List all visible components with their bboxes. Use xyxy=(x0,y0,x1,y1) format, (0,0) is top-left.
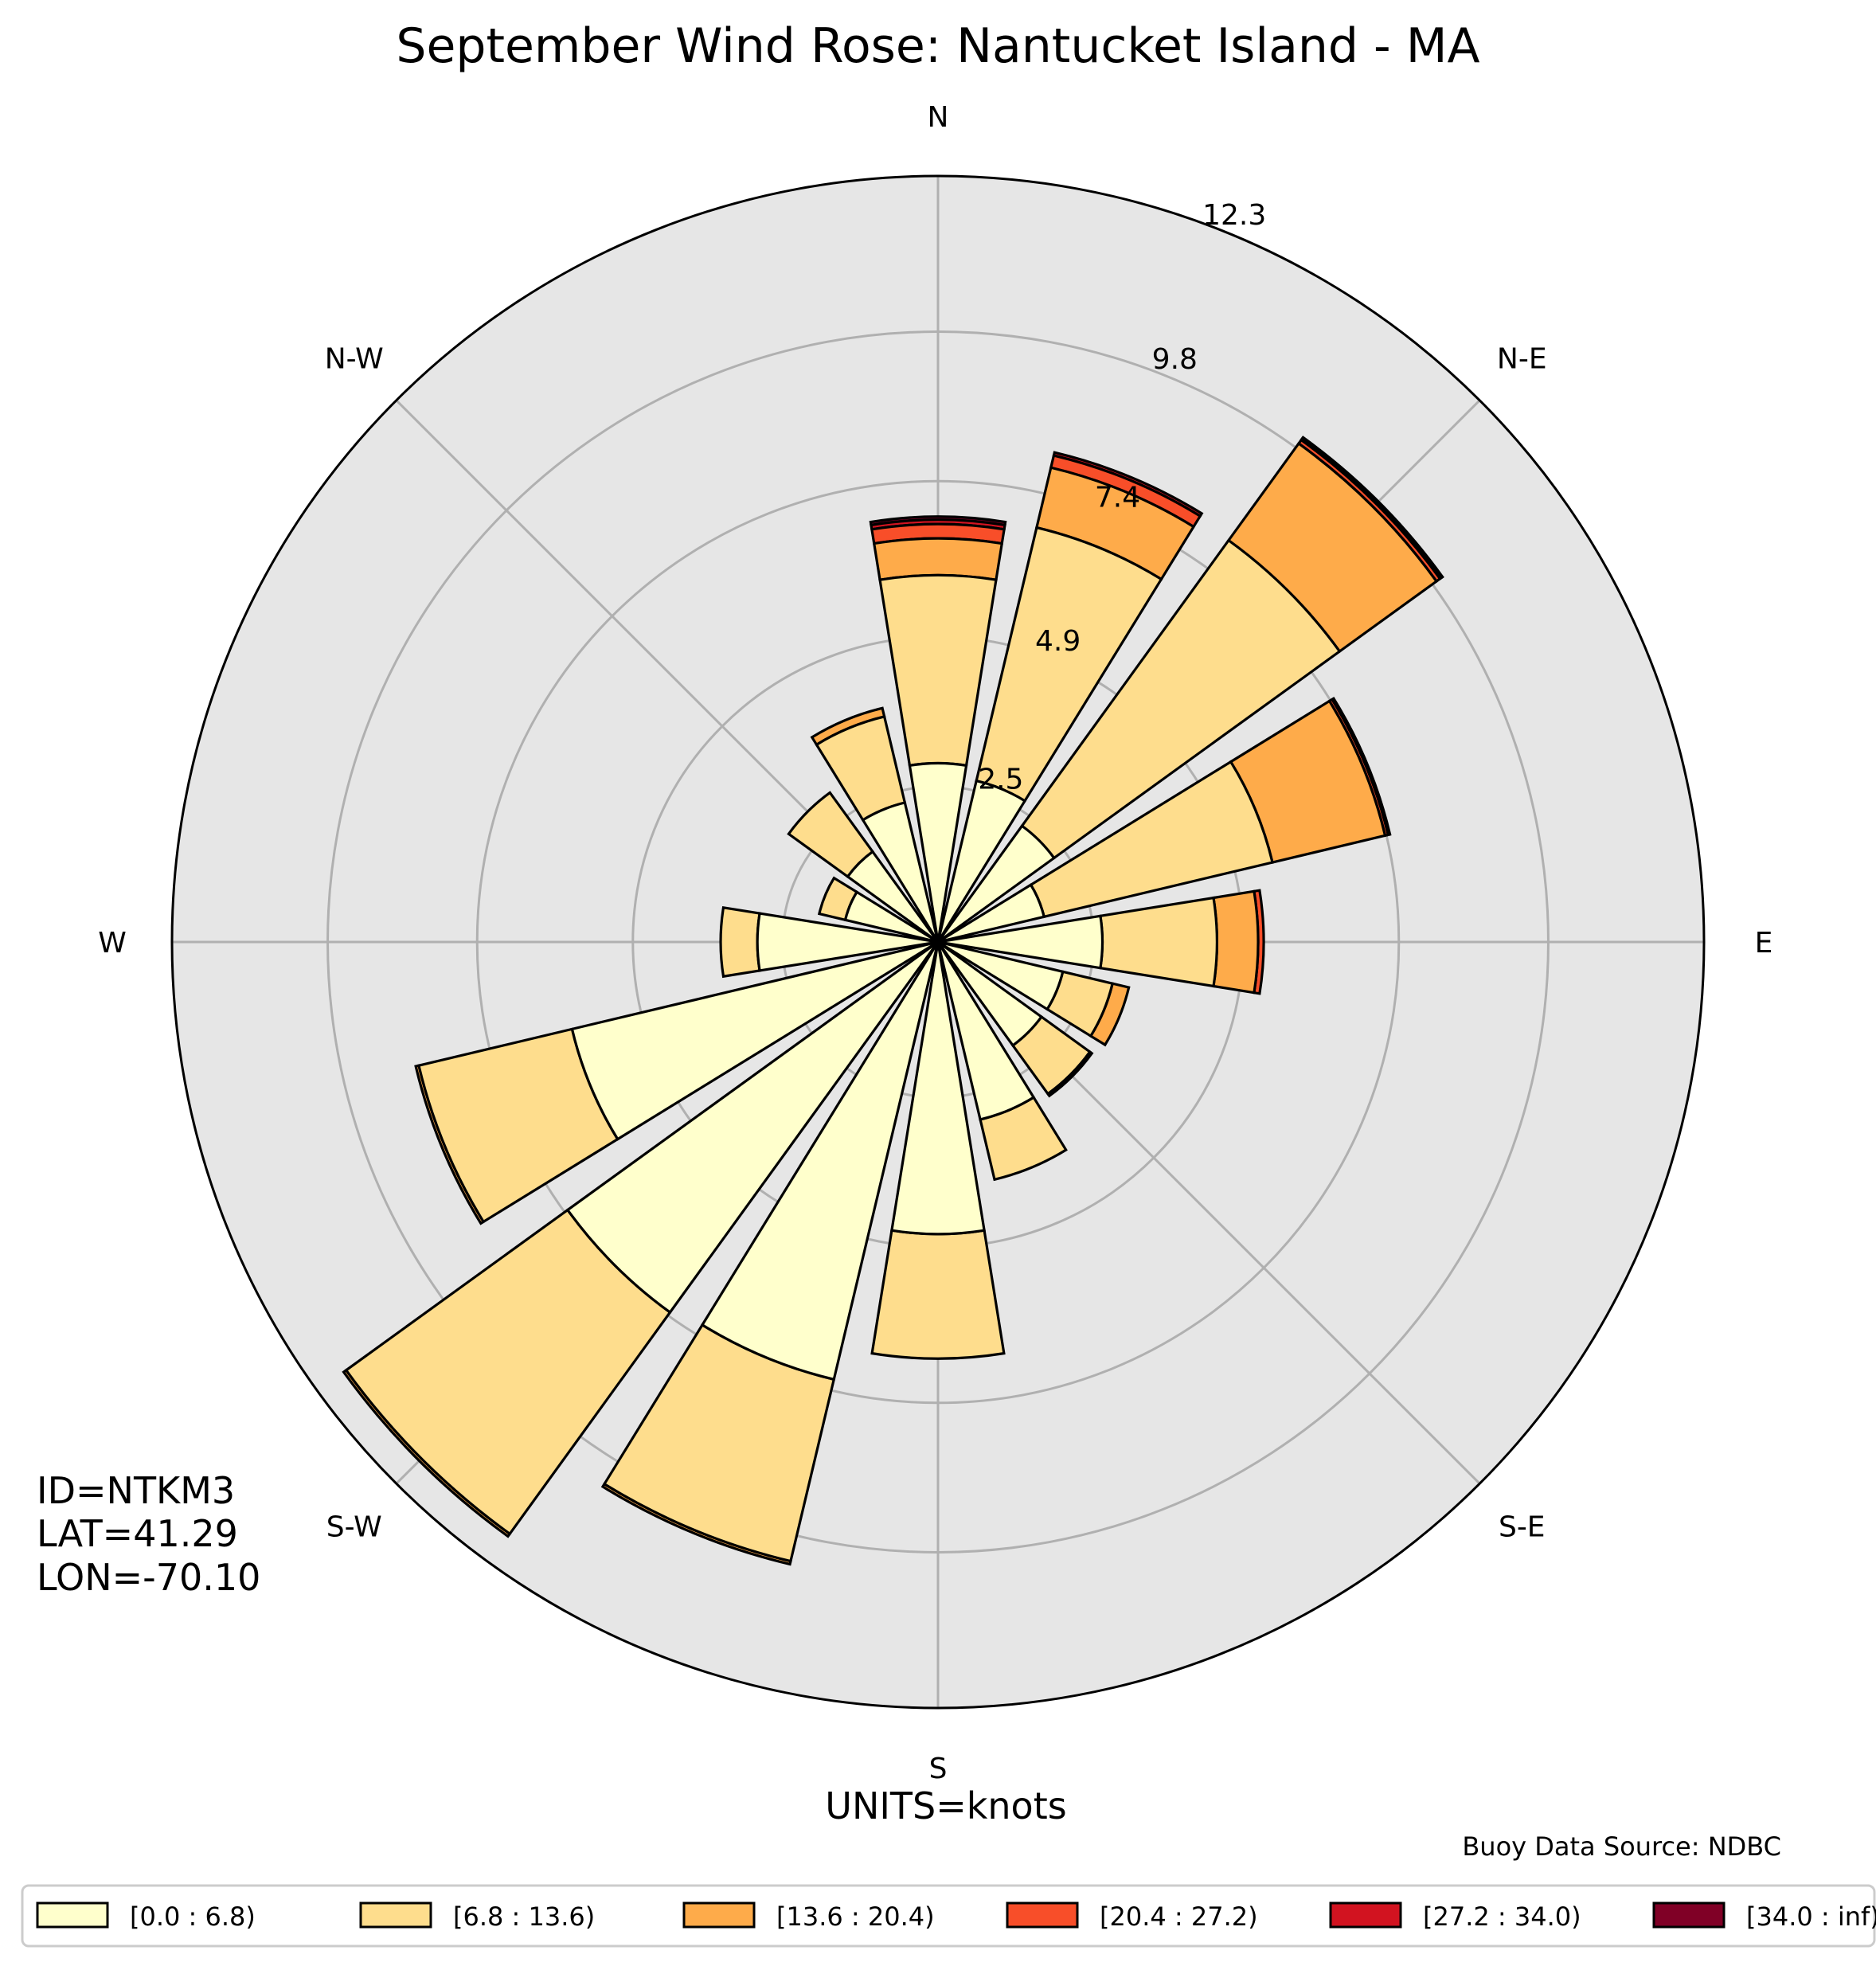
station-lat: LAT=41.29 xyxy=(37,1512,238,1555)
radial-tick-label: 2.5 xyxy=(978,763,1023,795)
legend-swatch xyxy=(1331,1903,1401,1927)
direction-label: S-W xyxy=(326,1511,382,1543)
wind-bar-segment xyxy=(874,538,1002,580)
station-id: ID=NTKM3 xyxy=(37,1469,235,1512)
direction-label: E xyxy=(1755,927,1773,960)
units-label: UNITS=knots xyxy=(825,1784,1066,1827)
direction-label: N xyxy=(928,101,949,134)
legend-label: [0.0 : 6.8) xyxy=(130,1901,256,1932)
legend-label: [13.6 : 20.4) xyxy=(776,1901,935,1932)
wind-bar-segment xyxy=(721,908,760,976)
source-label: Buoy Data Source: NDBC xyxy=(1462,1831,1781,1862)
station-lon: LON=-70.10 xyxy=(37,1556,260,1599)
wind-bar-segment xyxy=(872,1230,1004,1358)
radial-tick-label: 4.9 xyxy=(1035,625,1081,658)
direction-label: S-E xyxy=(1499,1511,1546,1543)
legend-swatch xyxy=(1007,1903,1077,1927)
direction-label: S xyxy=(929,1753,948,1785)
legend-label: [6.8 : 13.6) xyxy=(453,1901,595,1932)
legend-swatch xyxy=(1654,1903,1724,1927)
radial-tick-label: 9.8 xyxy=(1152,343,1198,376)
legend-swatch xyxy=(37,1903,107,1927)
direction-label: W xyxy=(98,927,127,960)
radial-tick-label: 12.3 xyxy=(1202,199,1266,232)
legend-label: [27.2 : 34.0) xyxy=(1423,1901,1581,1932)
chart-title: September Wind Rose: Nantucket Island - … xyxy=(396,18,1479,74)
direction-label: N-W xyxy=(325,343,384,376)
wind-bar-segment xyxy=(1214,891,1258,992)
legend-frame xyxy=(22,1886,1874,1946)
direction-label: N-E xyxy=(1497,343,1547,376)
legend-swatch xyxy=(361,1903,431,1927)
legend-label: [34.0 : inf) xyxy=(1746,1901,1876,1932)
radial-tick-label: 7.4 xyxy=(1095,481,1140,514)
legend-label: [20.4 : 27.2) xyxy=(1100,1901,1258,1932)
legend-swatch xyxy=(684,1903,754,1927)
